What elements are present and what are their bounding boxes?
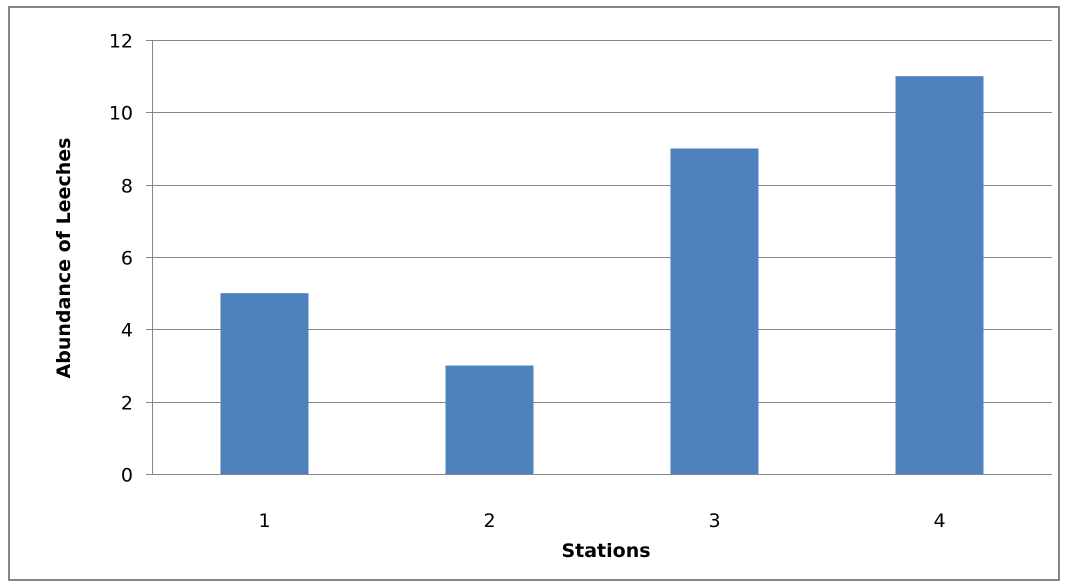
y-axis-title: Abundance of Leeches xyxy=(53,138,75,379)
y-tick-label-8: 8 xyxy=(121,176,133,198)
y-tick-label-2: 2 xyxy=(121,393,133,415)
bars xyxy=(220,76,984,475)
y-tick-label-0: 0 xyxy=(121,465,133,487)
y-tick-label-12: 12 xyxy=(109,31,133,53)
bar-station-4 xyxy=(895,76,984,475)
y-tick-labels: 0 2 4 6 8 10 12 xyxy=(109,31,133,487)
x-tick-label-4: 4 xyxy=(933,510,945,532)
x-tick-labels: 1 2 3 4 xyxy=(258,510,945,532)
bar-station-2 xyxy=(445,365,534,474)
x-tick-label-3: 3 xyxy=(708,510,720,532)
y-tick-label-10: 10 xyxy=(109,103,133,125)
y-tick-label-4: 4 xyxy=(121,320,133,342)
x-tick-label-2: 2 xyxy=(483,510,495,532)
bar-station-3 xyxy=(670,148,759,474)
x-axis-title: Stations xyxy=(561,540,650,562)
bar-station-1 xyxy=(220,293,309,474)
chart-frame xyxy=(8,6,1060,581)
y-tick-label-6: 6 xyxy=(121,248,133,270)
x-tick-label-1: 1 xyxy=(258,510,270,532)
